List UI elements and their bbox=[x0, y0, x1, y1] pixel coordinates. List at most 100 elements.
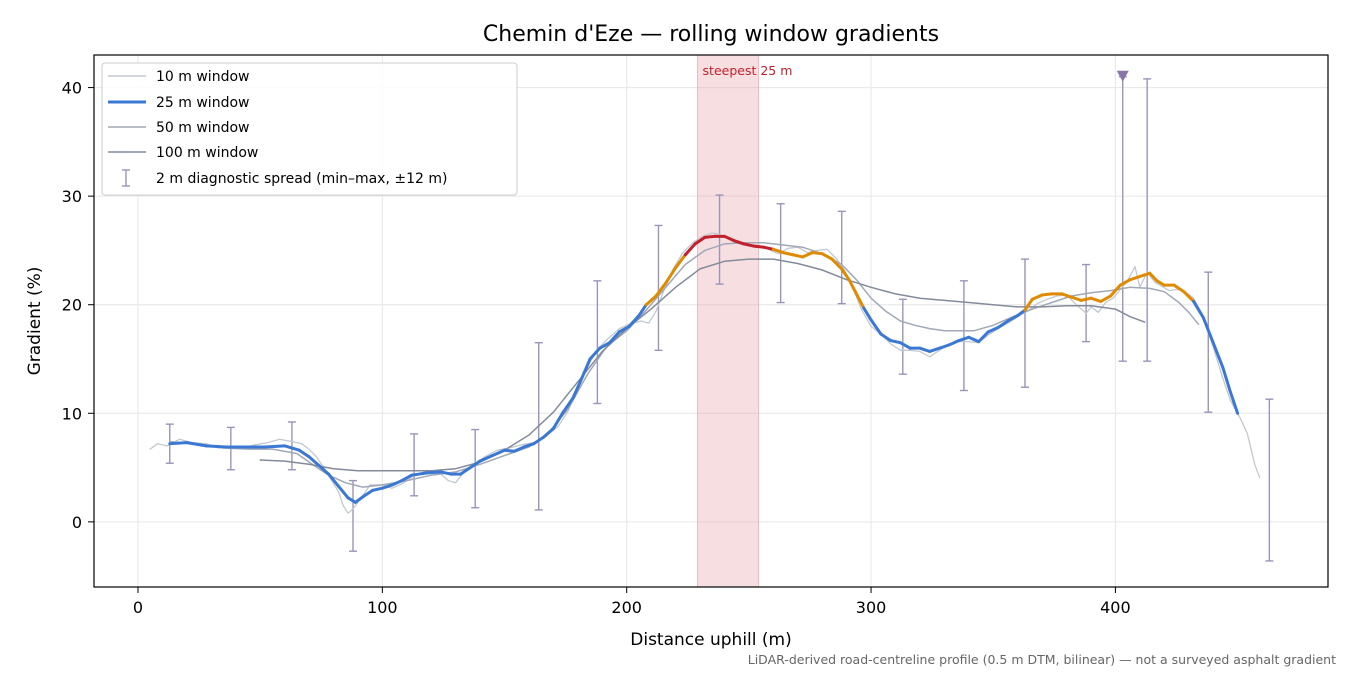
diagnostic-spread-bar bbox=[1020, 258, 1029, 388]
series-segment-25m bbox=[571, 380, 582, 400]
series-segment-25m bbox=[683, 242, 697, 257]
series-segment-25m bbox=[1023, 297, 1034, 312]
diagnostic-spread-bar bbox=[898, 298, 907, 375]
x-tick-label: 0 bbox=[133, 598, 143, 617]
series-segment-25m bbox=[512, 445, 526, 453]
series-segment-25m bbox=[1016, 308, 1027, 318]
x-axis-label: Distance uphill (m) bbox=[630, 630, 791, 650]
highlight-layer: steepest 25 m bbox=[697, 54, 793, 588]
footnote: LiDAR-derived road-centreline profile (0… bbox=[748, 652, 1336, 667]
peak-marker bbox=[1116, 70, 1129, 82]
series-segment-25m bbox=[703, 234, 717, 239]
series-segment-25m bbox=[204, 444, 228, 449]
diagnostic-spread-bar bbox=[1265, 398, 1274, 562]
series-segment-25m bbox=[1172, 283, 1186, 294]
y-tick-label: 30 bbox=[62, 187, 82, 206]
series-segment-25m bbox=[561, 396, 575, 414]
diagnostic-spread-bar bbox=[959, 280, 968, 392]
series-segment-25m bbox=[353, 495, 365, 504]
series-segment-25m bbox=[627, 314, 641, 328]
series-segment-25m bbox=[1099, 294, 1113, 303]
x-tick-label: 300 bbox=[856, 598, 887, 617]
series-segment-25m bbox=[722, 234, 736, 243]
steepest-25m-label: steepest 25 m bbox=[703, 63, 793, 78]
series-segment-25m bbox=[664, 266, 678, 285]
series-segment-25m bbox=[297, 448, 311, 459]
series-segment-25m bbox=[889, 339, 902, 345]
y-tick-label: 0 bbox=[72, 513, 82, 532]
y-axis-label: Gradient (%) bbox=[25, 267, 45, 376]
series-segment-25m bbox=[869, 318, 883, 336]
diagnostic-spread-bar bbox=[1082, 263, 1091, 343]
legend-label-100m: 100 m window bbox=[156, 145, 258, 161]
series-segment-25m bbox=[1148, 271, 1159, 283]
y-tick-label: 40 bbox=[62, 79, 82, 98]
y-tick-label: 20 bbox=[62, 296, 82, 315]
diagnostic-spread-bar bbox=[715, 194, 724, 285]
series-segment-25m bbox=[1138, 271, 1152, 278]
x-tick-label: 200 bbox=[611, 598, 642, 617]
diagnostic-spread-bar bbox=[349, 479, 358, 552]
legend-swatch-spread bbox=[122, 169, 130, 187]
series-segment-25m bbox=[1118, 278, 1132, 287]
series-segment-25m bbox=[771, 247, 785, 255]
series-segment-25m bbox=[490, 448, 507, 458]
series-segment-25m bbox=[947, 339, 961, 347]
series-segment-25m bbox=[644, 294, 658, 307]
series-segment-25m bbox=[283, 444, 301, 452]
legend: 10 m window 25 m window 50 m window 100 … bbox=[101, 62, 518, 196]
series-line-10-m-window bbox=[149, 232, 1261, 514]
series-segment-25m bbox=[327, 472, 340, 488]
series-segment-25m bbox=[1040, 292, 1054, 297]
series-segment-25m bbox=[598, 341, 612, 350]
series-segment-25m bbox=[801, 251, 814, 259]
series-segment-25m bbox=[762, 245, 775, 251]
series-segment-25m bbox=[307, 455, 321, 467]
series-segment-25m bbox=[390, 479, 404, 487]
series-segment-25m bbox=[847, 278, 858, 296]
series-segment-25m bbox=[468, 459, 482, 470]
series-segment-25m bbox=[478, 454, 494, 463]
series-segment-25m bbox=[781, 251, 795, 257]
diagnostic-spread-bar bbox=[1143, 78, 1152, 362]
diagnostic-spread-bar bbox=[1204, 271, 1213, 413]
series-segment-25m bbox=[967, 335, 981, 344]
series-segment-25m bbox=[840, 267, 851, 282]
x-tick-label: 100 bbox=[367, 598, 398, 617]
series-segment-25m bbox=[336, 484, 350, 500]
series-segment-25m bbox=[1128, 274, 1142, 282]
legend-label-25m: 25 m window bbox=[156, 95, 249, 111]
series-segment-25m bbox=[361, 488, 375, 499]
series-segment-25m bbox=[637, 303, 648, 318]
series-segment-25m bbox=[830, 257, 844, 271]
series-segment-25m bbox=[459, 466, 472, 476]
series-segment-25m bbox=[862, 306, 873, 322]
diagnostic-spread-bar bbox=[471, 428, 480, 509]
series-segment-25m bbox=[1006, 314, 1020, 323]
series-segment-25m bbox=[937, 343, 951, 350]
legend-box bbox=[101, 62, 518, 196]
chart-title: Chemin d'Eze — rolling window gradients bbox=[483, 22, 939, 47]
series-segment-25m bbox=[854, 292, 866, 310]
legend-label-spread: 2 m diagnostic spread (min–max, ±12 m) bbox=[156, 171, 447, 187]
series-segment-25m bbox=[317, 463, 331, 476]
x-tick-label: 400 bbox=[1100, 598, 1131, 617]
series-segment-25m bbox=[810, 251, 824, 256]
series-segment-25m bbox=[1192, 299, 1205, 320]
diagnostic-spread-bar bbox=[593, 280, 602, 405]
series-segment-25m bbox=[791, 253, 805, 259]
legend-label-50m: 50 m window bbox=[156, 120, 249, 136]
series-segment-25m bbox=[1079, 296, 1093, 302]
series-segment-25m bbox=[752, 244, 766, 249]
series-segment-25m bbox=[185, 441, 208, 448]
series-segment-25m bbox=[263, 444, 287, 449]
marker-layer bbox=[1116, 70, 1129, 82]
diagnostic-spread-bar bbox=[410, 433, 419, 497]
series-segment-25m bbox=[424, 470, 443, 475]
series-segment-25m bbox=[532, 435, 546, 446]
series-segment-25m bbox=[608, 330, 621, 345]
series-segment-25m bbox=[400, 473, 414, 483]
series-segment-25m bbox=[1109, 283, 1122, 298]
series-segment-25m bbox=[1089, 296, 1103, 303]
